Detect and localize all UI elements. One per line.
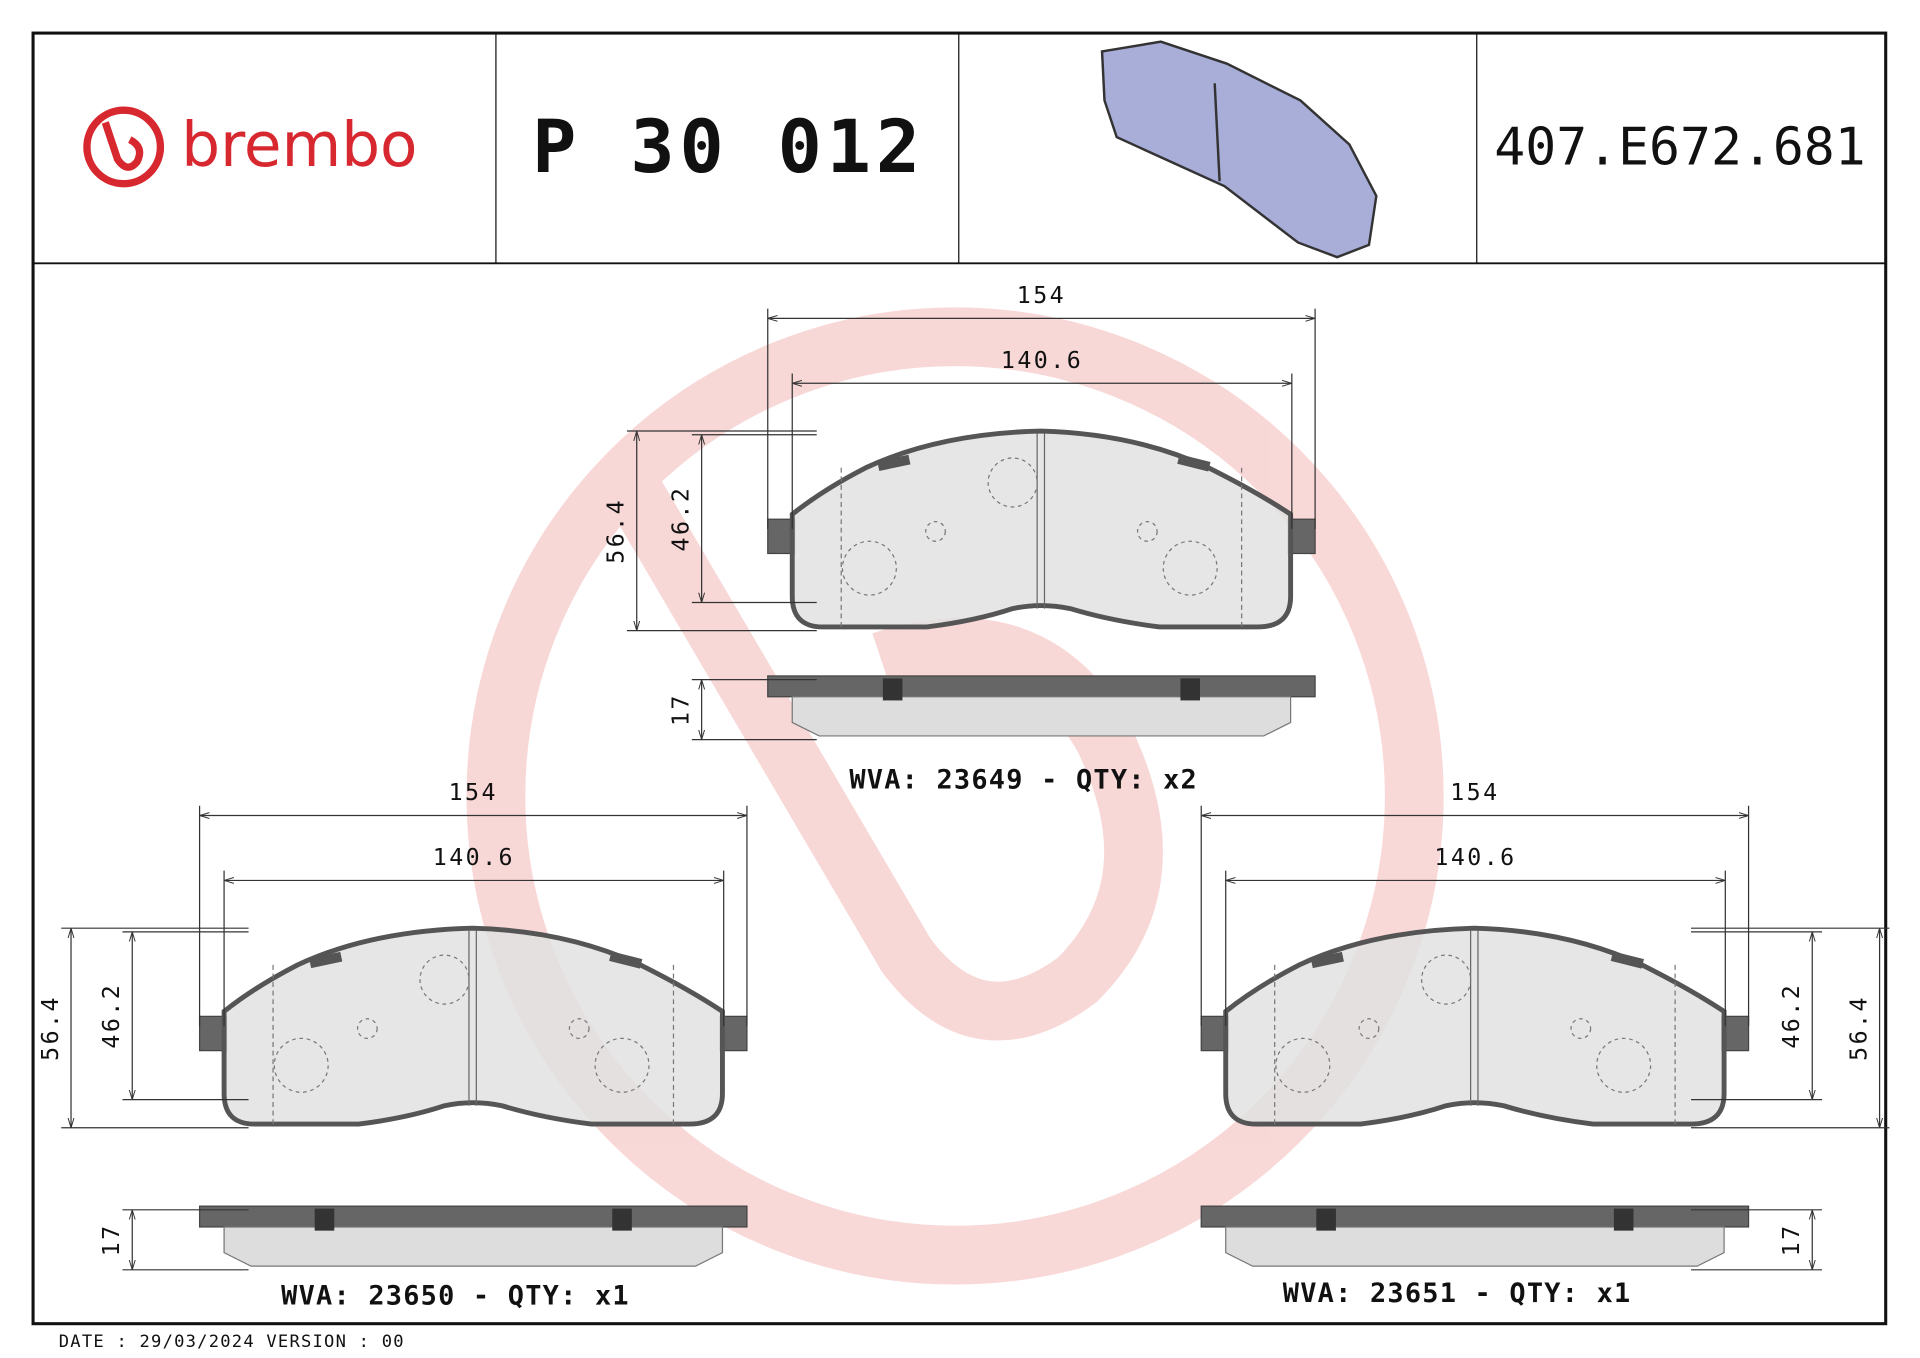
dimension-label: 154	[1017, 282, 1066, 309]
dimension-label: 154	[1450, 779, 1499, 806]
dimension-label: 56.4	[1846, 995, 1873, 1061]
side-clip	[612, 1208, 632, 1231]
hole	[1275, 1037, 1331, 1093]
hole	[987, 457, 1038, 508]
hole	[841, 540, 897, 596]
side-plate	[767, 675, 1316, 698]
hole	[273, 1037, 329, 1093]
side-clip	[1180, 678, 1200, 701]
hole	[925, 521, 946, 542]
pad-outline	[789, 428, 1294, 630]
watermark-ring	[466, 307, 1444, 1285]
part-number: P 30 012	[532, 105, 925, 190]
date-version: DATE : 29/03/2024 VERSION : 00	[59, 1332, 405, 1352]
clip	[877, 454, 911, 471]
clip	[1177, 454, 1211, 472]
dimension-label: 56.4	[37, 995, 64, 1061]
side-friction	[791, 696, 1292, 737]
pad-image	[1100, 40, 1378, 259]
side-friction	[1225, 1226, 1725, 1267]
hole	[356, 1018, 378, 1039]
dimension-label: 17	[668, 693, 695, 726]
side-plate	[198, 1205, 748, 1228]
hole	[1570, 1018, 1592, 1039]
pad-drawing: 154 140.6 56.4 46.2 17	[603, 282, 1316, 741]
pad-drawing: 154 140.6 56.4 46.2 17	[37, 779, 748, 1271]
side-clip	[882, 678, 903, 701]
watermark	[466, 307, 1444, 1285]
dimension-label: 17	[1778, 1223, 1805, 1256]
hole	[419, 954, 470, 1005]
side-friction	[223, 1226, 724, 1267]
reference-code: 407.E672.681	[1494, 118, 1865, 178]
dimension-label: 46.2	[98, 983, 125, 1049]
side-clip	[1316, 1208, 1336, 1231]
clip	[609, 951, 643, 969]
product-image	[1100, 40, 1378, 259]
hole	[594, 1037, 650, 1093]
dimension-label: 46.2	[668, 486, 695, 552]
pad-outline	[1223, 925, 1727, 1127]
hole	[1162, 540, 1218, 596]
hole	[1136, 521, 1158, 542]
hole	[568, 1018, 590, 1039]
logo-mark	[101, 121, 144, 171]
side-clip	[1613, 1208, 1634, 1231]
wva-label: WVA: 23650 - QTY: x1	[281, 1280, 630, 1311]
logo-ring	[83, 106, 165, 188]
hole	[1596, 1037, 1652, 1093]
dimension-label: 140.6	[1434, 844, 1516, 871]
wva-label: WVA: 23649 - QTY: x2	[849, 765, 1198, 796]
dimension-label: 17	[98, 1223, 125, 1256]
dimension-label: 140.6	[433, 844, 515, 871]
pad-image-slot	[1213, 83, 1221, 182]
side-plate	[1200, 1205, 1750, 1228]
clip	[309, 951, 343, 969]
side-clip	[314, 1208, 335, 1231]
dimension-label: 140.6	[1001, 347, 1083, 374]
brand-name: brembo	[181, 110, 417, 181]
brand-logo: brembo	[83, 106, 418, 188]
dimension-label: 46.2	[1778, 983, 1805, 1049]
pad-drawing: 154 140.6 56.4 46.2 17	[1200, 779, 1890, 1271]
dimension-label: 56.4	[603, 498, 630, 564]
hole	[1358, 1018, 1380, 1039]
clip	[1610, 951, 1644, 969]
dimension-label: 154	[449, 779, 498, 806]
watermark-b	[593, 450, 1163, 1041]
pad-outline	[221, 925, 725, 1127]
hole	[1421, 954, 1472, 1005]
clip	[1310, 951, 1344, 969]
wva-label: WVA: 23651 - QTY: x1	[1283, 1278, 1632, 1309]
